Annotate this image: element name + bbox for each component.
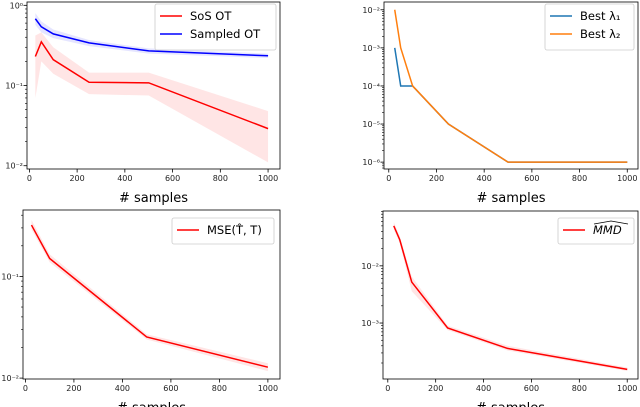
axes-frame: [383, 1, 639, 170]
legend-box: [154, 3, 277, 51]
series-line-sos-ot: [34, 40, 269, 130]
hat-accent: [593, 220, 629, 225]
y-tick-label: 10⁻²: [362, 6, 380, 15]
x-tick-label: 200: [428, 384, 443, 393]
x-tick-label: 600: [163, 384, 178, 393]
subplot-4: 0 200 400 600 800 1000 10⁻² 10⁻³ # samples MMD: [361, 210, 639, 407]
legend-label: SoS OT: [190, 9, 232, 23]
legend: MMD: [557, 217, 635, 245]
y-tick-label: 10⁻⁴: [362, 82, 380, 91]
x-tick-label: 0: [23, 384, 28, 393]
y-tick-label: 10⁻²: [1, 374, 19, 383]
x-tick-label: 600: [524, 384, 539, 393]
x-axis-label: # samples: [476, 191, 545, 206]
subplot-2: 0 200 400 600 800 1000 10⁻² 10⁻³ 10⁻⁴ 10⁻⁵ 10⁻⁶ # s…: [362, 1, 639, 206]
confidence-band: [35, 13, 269, 59]
legend-label: Best λ₁: [580, 9, 621, 23]
x-tick-label: 1000: [617, 174, 637, 183]
x-axis-label: # samples: [117, 401, 186, 407]
x-tick-label: 400: [115, 384, 130, 393]
x-tick-label: 800: [212, 384, 227, 393]
x-axis-label: # samples: [476, 401, 545, 407]
subplot-1: 0 200 400 600 800 1000 10⁰ 10⁻¹ 10⁻² # samples SoS…: [5, 1, 281, 206]
x-tick-label: 800: [572, 174, 587, 183]
y-tick-label: 10⁻²: [5, 162, 23, 171]
x-tick-label: 800: [572, 384, 587, 393]
series-line-sampled-ot: [34, 18, 269, 57]
legend: SoS OT Sampled OT: [154, 3, 277, 51]
y-tick-label: 10⁻³: [362, 44, 380, 53]
x-tick-label: 400: [117, 174, 132, 183]
x-tick-label: 800: [213, 174, 228, 183]
x-tick-label: 1000: [258, 384, 278, 393]
legend: MSE(T̂, T): [171, 217, 275, 245]
legend: Best λ₁ Best λ₂: [544, 3, 635, 51]
x-tick-label: 0: [386, 174, 391, 183]
subplot-3: 0 200 400 600 800 1000 10⁻¹ 10⁻² # samples MSE(T̂…: [1, 209, 281, 407]
x-tick-label: 1000: [617, 384, 637, 393]
x-tick-label: 600: [165, 174, 180, 183]
series-line-best-: [393, 9, 628, 163]
series-line-mse-t-t-: [30, 224, 269, 368]
y-tick-label: 10⁻²: [361, 262, 379, 271]
axes-frame: [22, 209, 281, 380]
x-tick-label: 400: [477, 174, 492, 183]
legend-label: MMD: [593, 223, 622, 237]
axes-frame: [382, 210, 639, 380]
y-tick-label: 10⁻³: [361, 319, 379, 328]
x-tick-label: 600: [524, 174, 539, 183]
y-tick-label: 10⁰: [10, 1, 23, 10]
y-tick-label: 10⁻¹: [1, 272, 19, 281]
y-tick-label: 10⁻¹: [5, 82, 23, 91]
x-tick-label: 200: [429, 174, 444, 183]
x-tick-label: 0: [27, 174, 32, 183]
x-tick-label: 0: [385, 384, 390, 393]
legend-label: Best λ₂: [580, 27, 621, 41]
series-line-mmd: [393, 225, 628, 371]
y-tick-label: 10⁻⁵: [362, 120, 380, 129]
legend-box: [557, 217, 635, 245]
legend-box: [171, 217, 275, 245]
x-tick-label: 200: [66, 384, 81, 393]
legend-label: Sampled OT: [190, 27, 261, 41]
y-tick-label: 10⁻⁶: [362, 158, 380, 167]
x-tick-label: 200: [69, 174, 84, 183]
x-tick-label: 1000: [258, 174, 278, 183]
legend-label: MSE(T̂, T): [207, 223, 262, 237]
x-tick-label: 400: [476, 384, 491, 393]
x-axis-label: # samples: [119, 191, 188, 206]
confidence-band: [35, 32, 269, 163]
